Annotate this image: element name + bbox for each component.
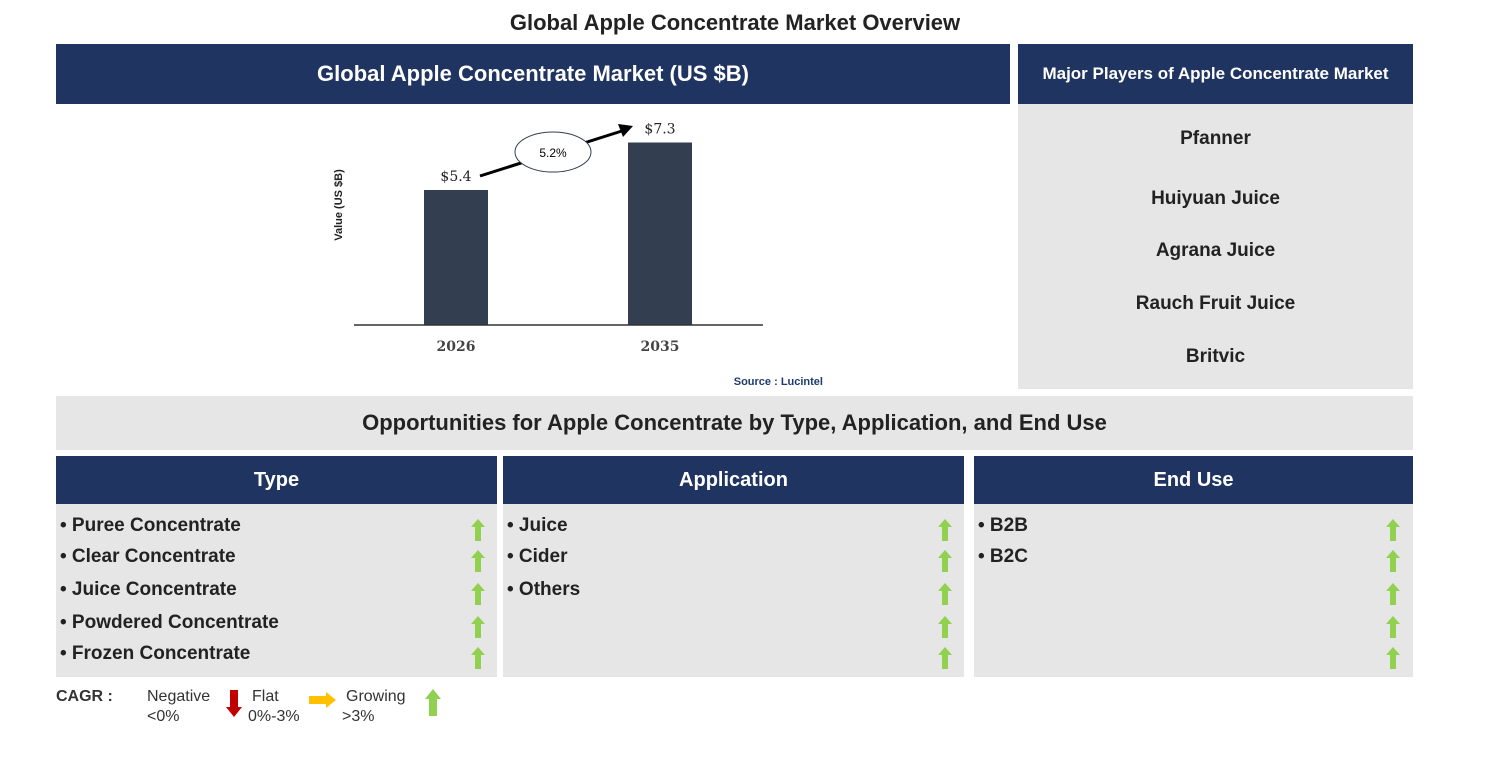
column-body-2: • B2B • B2C: [974, 504, 1413, 677]
x-tick-label: 2035: [641, 339, 680, 355]
bar-2026: [424, 190, 488, 325]
legend-negative-range: <0%: [147, 708, 180, 725]
list-item: • Cider: [507, 546, 568, 567]
list-item: • Juice Concentrate: [60, 579, 237, 600]
cagr-ellipse: [514, 131, 592, 173]
green-up-arrow-icon: [938, 647, 952, 669]
yellow-right-arrow-icon: [309, 692, 336, 708]
growth-arrow-head: [618, 124, 633, 137]
y-axis-label: Value (US $B): [333, 169, 345, 241]
red-down-arrow-icon: [226, 690, 242, 717]
column-body-0: • Puree Concentrate • Clear Concentrate • …: [56, 504, 497, 677]
list-item: • Others: [507, 579, 581, 600]
green-up-arrow-icon: [471, 550, 485, 572]
bar-chart: Value (US $B) $5.4 2026 $7.3 2035 5.2% Sour…: [333, 122, 823, 389]
legend-flat: Flat: [252, 688, 279, 705]
column-body-1: • Juice • Cider • Others: [503, 504, 964, 677]
list-item: • B2C: [978, 546, 1028, 567]
cagr-label: 5.2%: [539, 146, 567, 160]
green-up-arrow-icon: [1386, 583, 1400, 605]
green-up-arrow-icon: [1386, 616, 1400, 638]
x-tick-label: 2026: [437, 339, 476, 355]
legend-growing-range: >3%: [342, 708, 375, 725]
green-up-arrow-icon: [471, 583, 485, 605]
green-up-arrow-icon: [938, 550, 952, 572]
player-item: Pfanner: [1180, 128, 1251, 149]
opportunities-banner: Opportunities for Apple Concentrate by T…: [56, 396, 1413, 450]
green-up-arrow-icon: [938, 616, 952, 638]
player-item: Huiyuan Juice: [1151, 188, 1280, 209]
player-item: Agrana Juice: [1155, 240, 1276, 261]
list-item: • Clear Concentrate: [60, 546, 236, 567]
list-item: • Frozen Concentrate: [60, 643, 251, 664]
player-item: Rauch Fruit Juice: [1135, 293, 1296, 314]
legend-cagr-label: CAGR :: [56, 688, 113, 705]
page-title: Global Apple Concentrate Market Overview: [509, 10, 961, 35]
green-up-arrow-icon: [938, 583, 952, 605]
source-label: Source : Lucintel: [734, 376, 823, 388]
data-label: $5.4: [440, 169, 471, 185]
list-item: • Juice: [507, 515, 568, 536]
column-header-1: Application: [503, 456, 964, 504]
green-up-arrow-icon: [471, 519, 485, 541]
green-up-arrow-icon: [471, 616, 485, 638]
legend-negative: Negative: [147, 688, 211, 705]
green-up-arrow-icon: [1386, 647, 1400, 669]
list-item: • Powdered Concentrate: [60, 612, 279, 633]
data-label: $7.3: [644, 122, 675, 138]
column-header-0: Type: [56, 456, 497, 504]
list-item: • B2B: [978, 515, 1028, 536]
green-up-arrow-icon: [471, 647, 485, 669]
legend-growing: Growing: [346, 688, 406, 705]
list-item: • Puree Concentrate: [60, 515, 241, 536]
green-up-arrow-icon: [1386, 519, 1400, 541]
player-item: Britvic: [1185, 346, 1246, 367]
legend-flat-range: 0%-3%: [248, 708, 300, 725]
players-panel: Pfanner Huiyuan Juice Agrana Juice Rauch…: [1018, 104, 1413, 389]
players-header: Major Players of Apple Concentrate Marke…: [1018, 44, 1413, 104]
green-up-arrow-icon: [425, 689, 441, 716]
chart-header: Global Apple Concentrate Market (US $B): [56, 44, 1010, 104]
green-up-arrow-icon: [1386, 550, 1400, 572]
green-up-arrow-icon: [938, 519, 952, 541]
column-header-2: End Use: [974, 456, 1413, 504]
bar-2035: [628, 142, 692, 325]
